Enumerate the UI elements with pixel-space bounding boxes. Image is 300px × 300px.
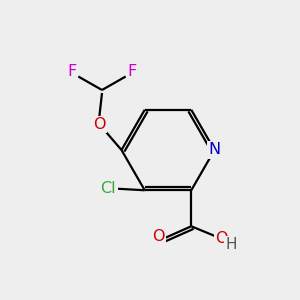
Text: H: H — [225, 237, 237, 252]
Text: F: F — [68, 64, 76, 79]
Text: O: O — [153, 229, 165, 244]
Text: O: O — [215, 231, 227, 246]
Text: O: O — [93, 117, 105, 132]
Text: F: F — [128, 64, 136, 79]
Text: Cl: Cl — [100, 181, 116, 196]
Text: N: N — [208, 142, 220, 158]
